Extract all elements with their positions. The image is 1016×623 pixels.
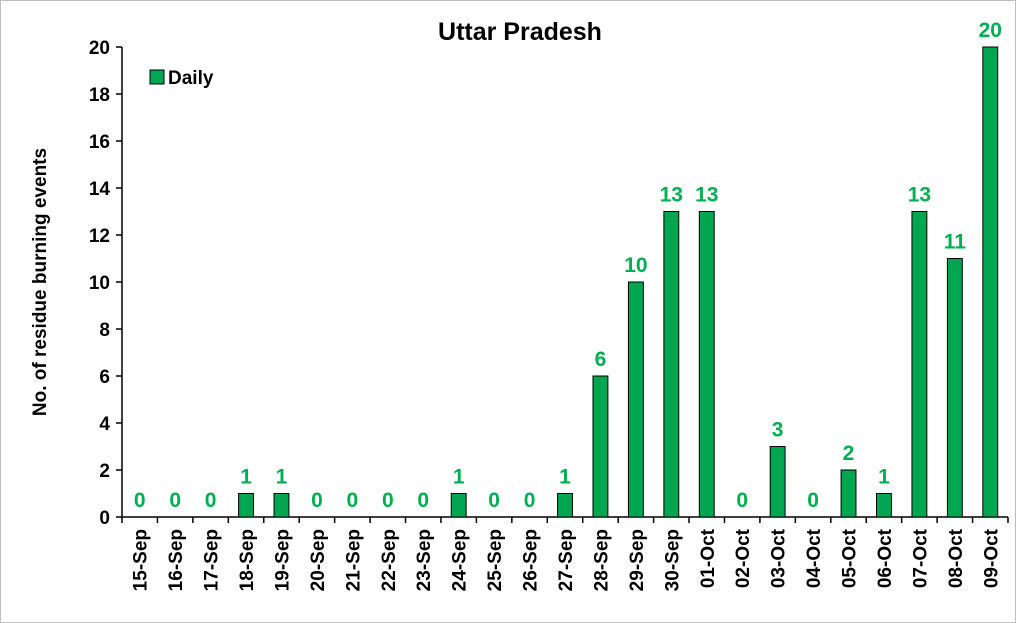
bar <box>663 211 680 518</box>
x-tick-label: 16-Sep <box>166 529 187 591</box>
data-label: 1 <box>878 466 890 489</box>
y-tick-label: 20 <box>89 38 110 59</box>
x-tick-label: 21-Sep <box>343 529 364 591</box>
data-label: 1 <box>240 466 252 489</box>
data-label: 0 <box>347 489 359 512</box>
data-label: 13 <box>660 184 683 207</box>
bar <box>876 493 892 518</box>
bar <box>911 211 928 518</box>
x-tick-label: 22-Sep <box>379 529 400 591</box>
bar <box>769 446 786 518</box>
y-axis-label: No. of residue burning events <box>30 148 51 416</box>
x-tick-label: 17-Sep <box>202 529 223 591</box>
x-tick-label: 30-Sep <box>662 529 683 591</box>
data-label: 0 <box>807 489 819 512</box>
x-tick-label: 29-Sep <box>627 529 648 591</box>
x-tick-label: 27-Sep <box>556 529 577 591</box>
y-tick-label: 0 <box>99 508 110 529</box>
data-label: 0 <box>169 489 181 512</box>
y-tick-label: 4 <box>99 414 110 435</box>
y-tick-label: 18 <box>89 85 110 106</box>
bar <box>946 258 963 518</box>
data-label: 0 <box>417 489 429 512</box>
chart-title: Uttar Pradesh <box>438 18 602 46</box>
data-label: 1 <box>453 466 465 489</box>
data-label: 1 <box>559 466 571 489</box>
x-tick-label: 03-Oct <box>769 528 790 588</box>
data-label: 0 <box>134 489 146 512</box>
bar <box>627 281 644 518</box>
x-tick-label: 08-Oct <box>946 528 967 588</box>
x-tick-label: 01-Oct <box>698 528 719 588</box>
data-label: 0 <box>205 489 217 512</box>
x-tick-label: 07-Oct <box>910 528 931 588</box>
data-label: 0 <box>736 489 748 512</box>
x-tick-label: 05-Oct <box>840 528 861 588</box>
x-tick-label: 15-Sep <box>131 529 152 591</box>
data-label: 0 <box>488 489 500 512</box>
y-tick-label: 12 <box>89 226 110 247</box>
x-tick-label: 19-Sep <box>272 529 293 591</box>
x-tick-label: 18-Sep <box>237 529 258 591</box>
y-tick-label: 2 <box>99 461 110 482</box>
data-label: 0 <box>382 489 394 512</box>
data-label: 10 <box>624 254 647 277</box>
bar <box>273 493 290 518</box>
bar <box>557 493 573 518</box>
x-tick-label: 09-Oct <box>981 528 1002 588</box>
x-tick-label: 25-Sep <box>485 529 506 591</box>
y-tick-label: 8 <box>99 320 110 341</box>
data-label: 11 <box>944 231 967 254</box>
y-tick-label: 10 <box>89 273 110 294</box>
data-label: 20 <box>979 19 1002 42</box>
data-label: 13 <box>908 184 931 207</box>
legend-swatch <box>149 69 165 85</box>
y-tick-label: 6 <box>99 367 110 388</box>
data-label: 2 <box>843 442 855 465</box>
x-tick-label: 04-Oct <box>804 528 825 588</box>
data-label: 0 <box>524 489 536 512</box>
data-label: 13 <box>695 184 718 207</box>
x-tick-label: 20-Sep <box>308 529 329 591</box>
x-tick-label: 24-Sep <box>450 529 471 591</box>
x-tick-label: 02-Oct <box>733 528 754 588</box>
y-tick-label: 14 <box>89 179 111 200</box>
legend-label: Daily <box>168 68 214 89</box>
x-tick-label: 06-Oct <box>875 528 896 588</box>
y-tick-label: 16 <box>89 132 110 153</box>
data-label: 0 <box>311 489 323 512</box>
bar <box>238 493 254 518</box>
x-tick-label: 23-Sep <box>414 529 435 591</box>
bar <box>450 493 467 518</box>
data-label: 3 <box>772 419 784 442</box>
bar <box>698 211 715 518</box>
x-tick-label: 26-Sep <box>521 529 542 591</box>
data-label: 1 <box>276 466 288 489</box>
bar <box>840 469 857 518</box>
data-label: 6 <box>595 348 607 371</box>
bar <box>592 375 609 518</box>
x-tick-label: 28-Sep <box>591 529 612 591</box>
bar <box>982 46 999 518</box>
